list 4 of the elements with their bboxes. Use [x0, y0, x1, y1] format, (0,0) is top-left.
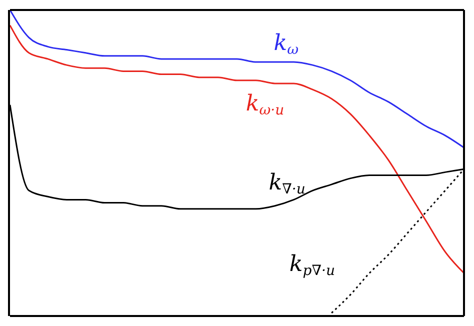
series-label: k$_{ω}$ — [274, 31, 300, 58]
series-label: k$_{p∇·u}$ — [289, 252, 335, 280]
series-label: k$_{ω·u}$ — [246, 91, 284, 119]
series-label: k$_{∇·u}$ — [268, 170, 306, 198]
